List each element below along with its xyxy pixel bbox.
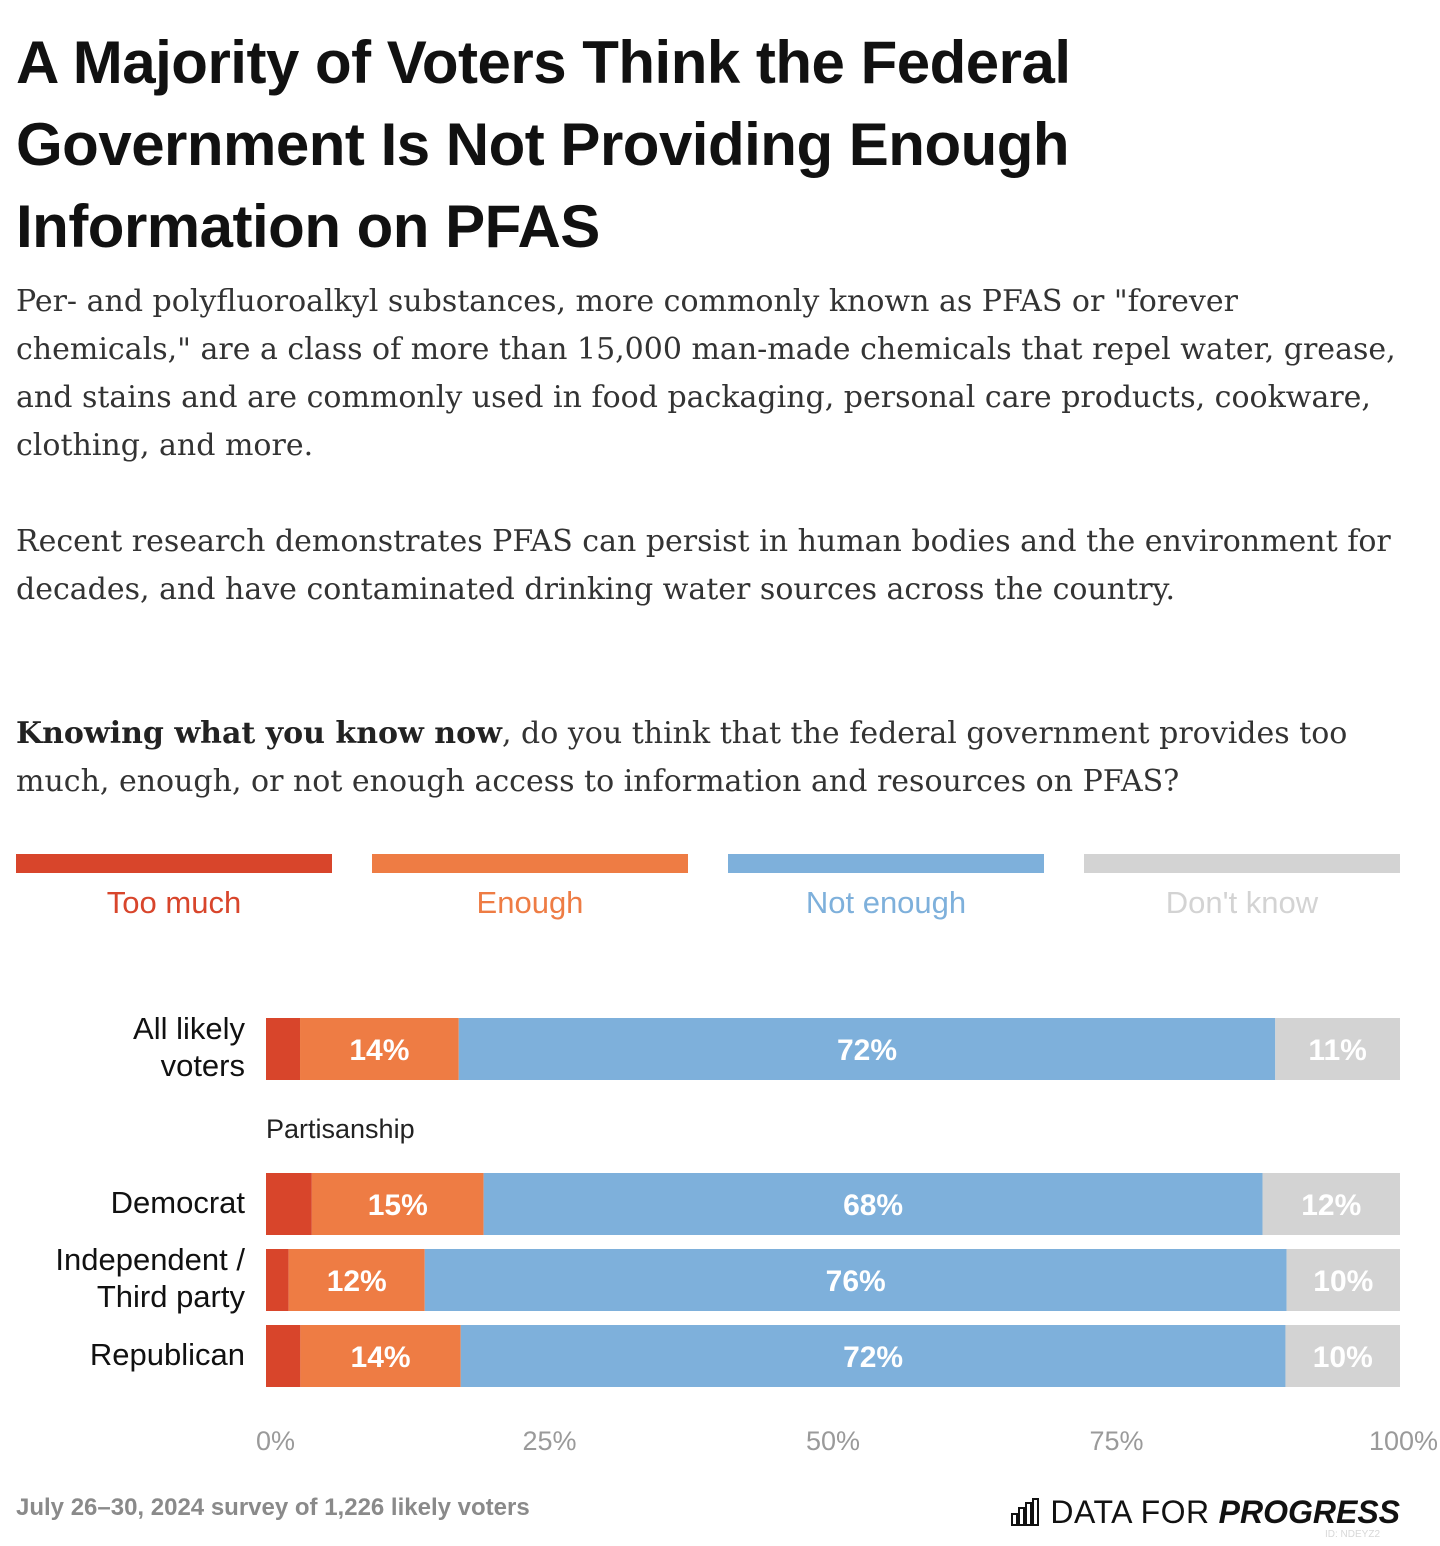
bar-segment (1275, 1018, 1400, 1080)
bar-segment (311, 1173, 484, 1235)
bar-segment (288, 1249, 425, 1311)
bar-segment (483, 1173, 1263, 1235)
x-tick-label: 50% (806, 1426, 860, 1456)
bar-segment (1262, 1173, 1400, 1235)
data-label: 12% (327, 1265, 387, 1298)
data-label: 72% (837, 1034, 897, 1067)
row-label-line: voters (160, 1048, 245, 1083)
x-tick-label: 75% (1089, 1426, 1143, 1456)
row-label-0: All likely voters (0, 1010, 245, 1084)
row-label-line: Third party (96, 1279, 245, 1314)
data-label: 10% (1313, 1265, 1373, 1298)
row-label-3: Republican (0, 1336, 245, 1373)
bar-segment (460, 1325, 1286, 1387)
bar-segment (1285, 1325, 1400, 1387)
bar-segment (300, 1018, 459, 1080)
data-label: 72% (843, 1341, 903, 1374)
question-emphasis: Knowing what you know now (16, 716, 502, 751)
row-label-line: Republican (89, 1336, 245, 1372)
legend-swatch-don-t-know (1084, 854, 1400, 873)
row-label-line: Democrat (110, 1184, 245, 1220)
legend-label-too-much: Too much (106, 885, 242, 920)
question-text: , do you think that the federal governme… (16, 716, 1348, 799)
legend-label-don-t-know: Don't know (1165, 885, 1319, 920)
legend-item-enough: Enough (372, 854, 688, 923)
row-label-line: Independent / (55, 1242, 245, 1277)
bar-segment (300, 1325, 461, 1387)
data-label: 10% (1313, 1341, 1373, 1374)
x-tick-label: 0% (256, 1426, 295, 1456)
bar-segment (266, 1018, 301, 1080)
bar-segment (1286, 1249, 1400, 1311)
stacked-bar-chart: 14% 72% 11% 15% 68% 12% 12% 76% 10% 14% 72% 10% 0% 25… (256, 1018, 1438, 1456)
data-label: 11% (1308, 1034, 1366, 1067)
data-label: 14% (351, 1341, 411, 1374)
bar-segment (266, 1325, 301, 1387)
intro-paragraph: Per- and polyfluoroalkyl substances, mor… (16, 284, 1396, 463)
bar-segment (424, 1249, 1287, 1311)
legend-item-don-t-know: Don't know (1084, 854, 1400, 923)
data-label: 12% (1301, 1189, 1361, 1222)
data-label: 68% (843, 1189, 903, 1222)
row-label-line: All likely (133, 1011, 245, 1046)
research-paragraph: Recent research demonstrates PFAS can pe… (16, 524, 1391, 607)
x-tick-label: 100% (1369, 1426, 1438, 1456)
logo-text-regular: DATA FOR (1050, 1493, 1210, 1530)
bar-segment (266, 1249, 289, 1311)
legend-swatch-not-enough (728, 854, 1044, 873)
row-label-1: Democrat (0, 1184, 245, 1221)
legend-item-not-enough: Not enough (728, 854, 1044, 923)
legend-item-too-much: Too much (16, 854, 332, 923)
legend-label-enough: Enough (476, 885, 584, 920)
chart-title: A Majority of Voters Think the Federal G… (16, 29, 1071, 260)
bar-chart-icon (1011, 1498, 1040, 1526)
data-label: 14% (349, 1034, 409, 1067)
x-tick-label: 25% (522, 1426, 576, 1456)
data-label: 76% (826, 1265, 886, 1298)
legend-swatch-too-much (16, 854, 332, 873)
legend-swatch-enough (372, 854, 688, 873)
survey-question: Knowing what you know now, do you think … (16, 710, 1416, 806)
bar-segment (458, 1018, 1276, 1080)
chart-id: ID: NDEYZ2 (1325, 1529, 1381, 1540)
data-for-progress-logo: DATA FOR PROGRESS (1000, 1490, 1400, 1534)
logo-text-bold: PROGRESS (1218, 1493, 1400, 1530)
row-label-2: Independent / Third party (0, 1241, 245, 1315)
group-label-partisanship: Partisanship (266, 1114, 415, 1144)
survey-footnote: July 26–30, 2024 survey of 1,226 likely … (16, 1494, 530, 1521)
data-label: 15% (368, 1189, 428, 1222)
legend-label-not-enough: Not enough (805, 885, 967, 920)
bar-segment (266, 1173, 312, 1235)
